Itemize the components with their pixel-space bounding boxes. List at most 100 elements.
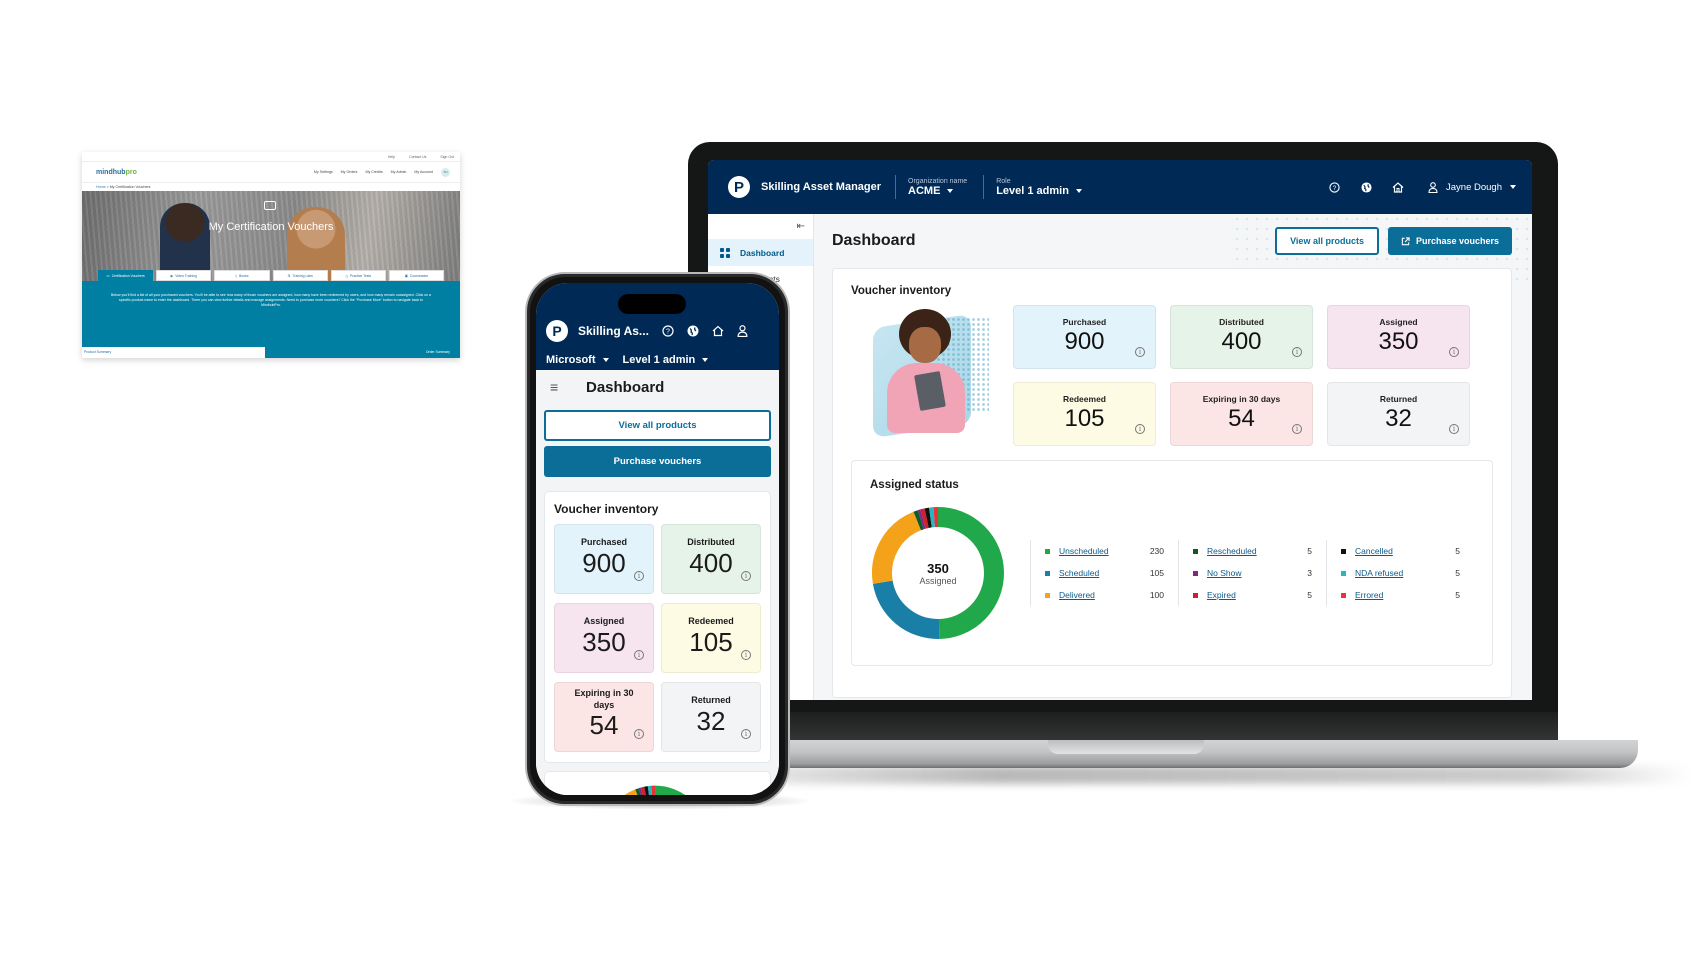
nav-my-account[interactable]: My Account bbox=[414, 170, 433, 174]
view-all-products-button[interactable]: View all products bbox=[544, 410, 771, 441]
info-icon[interactable]: i bbox=[1135, 347, 1145, 357]
role-selector[interactable]: Level 1 admin bbox=[623, 354, 709, 366]
breadcrumb-home[interactable]: Home bbox=[96, 185, 106, 189]
donut-chart[interactable]: 350 Assigned bbox=[870, 505, 1006, 641]
book-icon: ▯ bbox=[235, 273, 238, 278]
legend-link[interactable]: Expired bbox=[1207, 590, 1236, 600]
page-title: Dashboard bbox=[586, 378, 665, 396]
pearson-logo[interactable]: P bbox=[546, 320, 568, 342]
donut-slice-scheduled[interactable] bbox=[872, 580, 940, 639]
pearson-logo[interactable]: P bbox=[728, 176, 750, 198]
nav-my-orders[interactable]: My Orders bbox=[340, 170, 358, 174]
info-icon[interactable]: i bbox=[741, 650, 751, 660]
help-link[interactable]: Help bbox=[387, 155, 396, 159]
legend-item-nda-refused[interactable]: NDA refused 5 bbox=[1341, 562, 1460, 584]
donut-slice-rescheduled[interactable] bbox=[913, 510, 924, 531]
card-value: 54 bbox=[589, 710, 619, 740]
sign-out-link[interactable]: Sign Out bbox=[440, 155, 454, 159]
legend-item-rescheduled[interactable]: Rescheduled 5 bbox=[1193, 540, 1312, 562]
info-icon[interactable]: i bbox=[1292, 424, 1302, 434]
tab-order-summary[interactable]: Order Summary bbox=[265, 347, 460, 358]
card-expiring[interactable]: Expiring in 30 days 54 i bbox=[1170, 382, 1313, 446]
donut-slice-unscheduled[interactable] bbox=[937, 507, 1004, 639]
donut-slice-unscheduled[interactable] bbox=[654, 785, 700, 795]
legend-link[interactable]: NDA refused bbox=[1355, 568, 1404, 578]
legend-link[interactable]: Delivered bbox=[1059, 590, 1095, 600]
info-icon[interactable]: i bbox=[1135, 424, 1145, 434]
info-icon[interactable]: i bbox=[1449, 424, 1459, 434]
tab-training-labs[interactable]: ⚗ Training Labs bbox=[272, 270, 328, 281]
role-selector[interactable]: Role Level 1 admin bbox=[996, 178, 1082, 197]
globe-icon[interactable] bbox=[687, 325, 699, 337]
donut-slice-delivered[interactable] bbox=[872, 511, 922, 584]
info-icon[interactable]: i bbox=[741, 729, 751, 739]
donut-slice-no-show[interactable] bbox=[917, 509, 926, 530]
legend-link[interactable]: No Show bbox=[1207, 568, 1242, 578]
info-icon[interactable]: i bbox=[1449, 347, 1459, 357]
purchase-vouchers-button[interactable]: Purchase vouchers bbox=[544, 446, 771, 477]
card-redeemed[interactable]: Redeemed 105 i bbox=[661, 603, 761, 673]
donut-slice-cancelled[interactable] bbox=[924, 507, 932, 528]
card-purchased[interactable]: Purchased 900 i bbox=[1013, 305, 1156, 369]
card-assigned[interactable]: Assigned 350 i bbox=[554, 603, 654, 673]
sidebar-item-dashboard[interactable]: Dashboard bbox=[708, 240, 813, 266]
tab-books[interactable]: ▯ Books bbox=[214, 270, 270, 281]
card-redeemed[interactable]: Redeemed 105 i bbox=[1013, 382, 1156, 446]
legend-item-unscheduled[interactable]: Unscheduled 230 bbox=[1045, 540, 1164, 562]
tab-video-training[interactable]: ▶ Video Training bbox=[156, 270, 212, 281]
user-icon[interactable] bbox=[737, 325, 749, 337]
help-icon[interactable]: ? bbox=[662, 325, 674, 337]
legend-item-errored[interactable]: Errored 5 bbox=[1341, 584, 1460, 606]
legend-item-delivered[interactable]: Delivered 100 bbox=[1045, 584, 1164, 606]
card-label: Purchased bbox=[1062, 317, 1107, 327]
card-purchased[interactable]: Purchased 900 i bbox=[554, 524, 654, 594]
donut-slice-expired[interactable] bbox=[920, 508, 929, 529]
legend-item-no-show[interactable]: No Show 3 bbox=[1193, 562, 1312, 584]
nav-my-admin[interactable]: My Admin bbox=[390, 170, 407, 174]
legend-link[interactable]: Unscheduled bbox=[1059, 546, 1109, 556]
legend-item-expired[interactable]: Expired 5 bbox=[1193, 584, 1312, 606]
view-all-products-button[interactable]: View all products bbox=[1275, 227, 1379, 255]
contact-us-link[interactable]: Contact Us bbox=[409, 155, 427, 159]
tab-certification-vouchers[interactable]: ▭ Certification Vouchers bbox=[98, 270, 154, 281]
donut-slice-cancelled[interactable] bbox=[644, 786, 649, 795]
tab-practice-tests[interactable]: △ Practice Tests bbox=[330, 270, 386, 281]
avatar[interactable]: TU bbox=[441, 167, 450, 177]
organization-selector[interactable]: Microsoft bbox=[546, 354, 609, 366]
info-icon[interactable]: i bbox=[741, 571, 751, 581]
legend-link[interactable]: Errored bbox=[1355, 590, 1384, 600]
chart-legend: Unscheduled 230 Scheduled 105 Delivered 100… bbox=[1030, 540, 1474, 606]
home-icon[interactable] bbox=[712, 325, 724, 337]
organization-selector[interactable]: Organization name ACME bbox=[908, 178, 967, 197]
info-icon[interactable]: i bbox=[1292, 347, 1302, 357]
purchase-vouchers-button[interactable]: Purchase vouchers bbox=[1387, 227, 1512, 255]
hamburger-menu-icon[interactable]: ≡ bbox=[550, 379, 559, 395]
mobile-app-screen: P Skilling As... ? Microsoft Level 1 adm… bbox=[536, 283, 779, 795]
info-icon[interactable]: i bbox=[634, 571, 644, 581]
legend-link[interactable]: Scheduled bbox=[1059, 568, 1100, 578]
collapse-sidebar-button[interactable]: ⇤ bbox=[708, 214, 813, 240]
card-assigned[interactable]: Assigned 350 i bbox=[1327, 305, 1470, 369]
info-icon[interactable]: i bbox=[634, 650, 644, 660]
nav-my-settings[interactable]: My Settings bbox=[313, 170, 333, 174]
legend-link[interactable]: Cancelled bbox=[1355, 546, 1393, 556]
card-returned[interactable]: Returned 32 i bbox=[1327, 382, 1470, 446]
tab-product-summary[interactable]: Product Summary bbox=[82, 347, 265, 358]
card-distributed[interactable]: Distributed 400 i bbox=[1170, 305, 1313, 369]
tab-courseware[interactable]: ▣ Courseware bbox=[388, 270, 445, 281]
home-icon[interactable] bbox=[1392, 181, 1404, 193]
user-menu[interactable]: Jayne Dough bbox=[1428, 182, 1516, 193]
help-icon[interactable]: ? bbox=[1328, 181, 1340, 193]
card-expiring[interactable]: Expiring in 30 days 54 i bbox=[554, 682, 654, 752]
assigned-status-section: Assigned status 350 Assigned Unscheduled… bbox=[851, 460, 1493, 666]
nav-my-credits[interactable]: My Credits bbox=[365, 170, 383, 174]
legend-item-cancelled[interactable]: Cancelled 5 bbox=[1341, 540, 1460, 562]
card-distributed[interactable]: Distributed 400 i bbox=[661, 524, 761, 594]
card-returned[interactable]: Returned 32 i bbox=[661, 682, 761, 752]
globe-icon[interactable] bbox=[1360, 181, 1372, 193]
mindhub-logo[interactable]: mindhubpro bbox=[96, 169, 137, 176]
legend-item-scheduled[interactable]: Scheduled 105 bbox=[1045, 562, 1164, 584]
legend-link[interactable]: Rescheduled bbox=[1207, 546, 1257, 556]
tab-label: Certification Vouchers bbox=[111, 273, 145, 278]
info-icon[interactable]: i bbox=[634, 729, 644, 739]
